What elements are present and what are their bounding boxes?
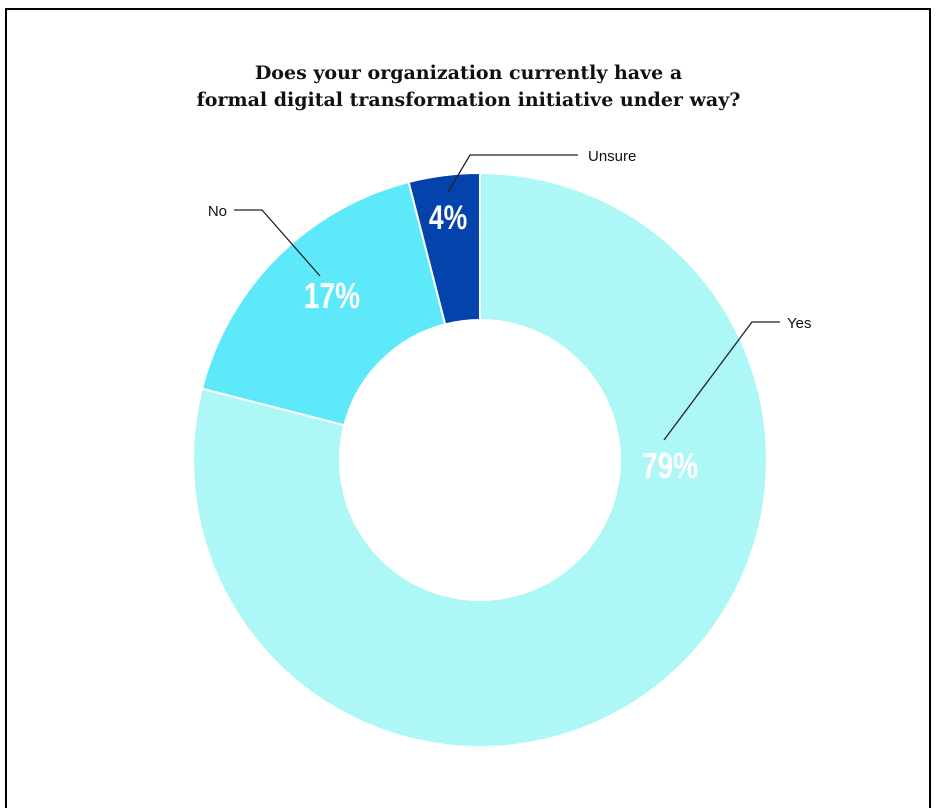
chart-frame xyxy=(5,8,931,808)
percent-label-yes: 79% xyxy=(642,446,698,486)
chart-title-line-1: Does your organization currently have a xyxy=(254,62,683,84)
leader-line-no xyxy=(234,209,321,277)
slice-labels: 79% Yes 17% No 4% Unsure xyxy=(208,148,812,486)
category-label-unsure: Unsure xyxy=(588,148,636,165)
slice-no xyxy=(200,180,447,427)
leader-line-yes xyxy=(663,321,780,441)
leader-line-unsure xyxy=(447,154,578,193)
category-label-no: No xyxy=(208,203,227,220)
chart-title: Does your organization currently have a … xyxy=(0,60,937,114)
chart-title-line-2: formal digital transformation initiative… xyxy=(196,89,741,111)
category-label-yes: Yes xyxy=(787,315,811,332)
percent-label-unsure: 4% xyxy=(429,199,467,237)
slice-yes xyxy=(192,171,768,748)
leader-lines xyxy=(234,154,780,441)
donut-slices xyxy=(192,171,768,748)
percent-label-no: 17% xyxy=(304,276,360,316)
slice-unsure xyxy=(407,171,481,326)
